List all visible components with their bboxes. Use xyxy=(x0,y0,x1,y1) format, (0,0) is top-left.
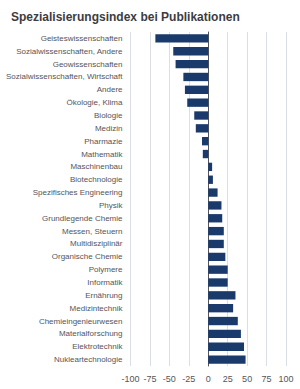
svg-text:Mathematik: Mathematik xyxy=(81,150,123,159)
svg-text:Biotechnologie: Biotechnologie xyxy=(70,175,123,184)
svg-text:75: 75 xyxy=(262,374,272,384)
svg-text:0: 0 xyxy=(206,374,211,384)
svg-text:Polymere: Polymere xyxy=(89,265,123,274)
svg-text:Biologie: Biologie xyxy=(94,111,123,120)
svg-text:Medizintechnik: Medizintechnik xyxy=(70,304,124,313)
svg-text:Messen, Steuern: Messen, Steuern xyxy=(62,227,122,236)
svg-text:-50: -50 xyxy=(163,374,176,384)
svg-text:Grundlegende Chemie: Grundlegende Chemie xyxy=(42,214,123,223)
svg-text:Medizin: Medizin xyxy=(95,124,123,133)
svg-text:Nukleartechnologie: Nukleartechnologie xyxy=(54,355,123,364)
svg-text:50: 50 xyxy=(242,374,252,384)
svg-text:Ernährung: Ernährung xyxy=(85,291,122,300)
svg-text:-100: -100 xyxy=(121,374,139,384)
svg-text:-25: -25 xyxy=(182,374,195,384)
svg-text:Sozialwissenschaften, Andere: Sozialwissenschaften, Andere xyxy=(16,47,123,56)
svg-text:Physik: Physik xyxy=(99,201,124,210)
svg-text:Materialforschung: Materialforschung xyxy=(59,329,123,338)
svg-text:Andere: Andere xyxy=(97,85,123,94)
svg-text:Geowissenschaften: Geowissenschaften xyxy=(53,60,123,69)
svg-text:Multidisziplinär: Multidisziplinär xyxy=(70,239,123,248)
svg-text:-75: -75 xyxy=(143,374,156,384)
svg-text:Spezifisches Engineering: Spezifisches Engineering xyxy=(33,188,123,197)
svg-text:25: 25 xyxy=(223,374,233,384)
svg-text:Elektrotechnik: Elektrotechnik xyxy=(72,342,123,351)
svg-text:Informatik: Informatik xyxy=(87,278,123,287)
svg-text:Sozialwissenschaften, Wirtscha: Sozialwissenschaften, Wirtschaft xyxy=(6,72,123,81)
svg-text:Maschinenbau: Maschinenbau xyxy=(70,162,122,171)
svg-text:Ökologie, Klima: Ökologie, Klima xyxy=(66,98,123,107)
svg-text:Geisteswissenschaften: Geisteswissenschaften xyxy=(41,34,123,43)
svg-text:Chemieingenieurwesen: Chemieingenieurwesen xyxy=(39,317,123,326)
svg-text:100: 100 xyxy=(278,374,293,384)
svg-text:Pharmazie: Pharmazie xyxy=(84,137,123,146)
svg-text:Organische Chemie: Organische Chemie xyxy=(52,252,123,261)
svg-text:Spezialisierungsindex bei Publ: Spezialisierungsindex bei Publikationen xyxy=(11,10,240,24)
